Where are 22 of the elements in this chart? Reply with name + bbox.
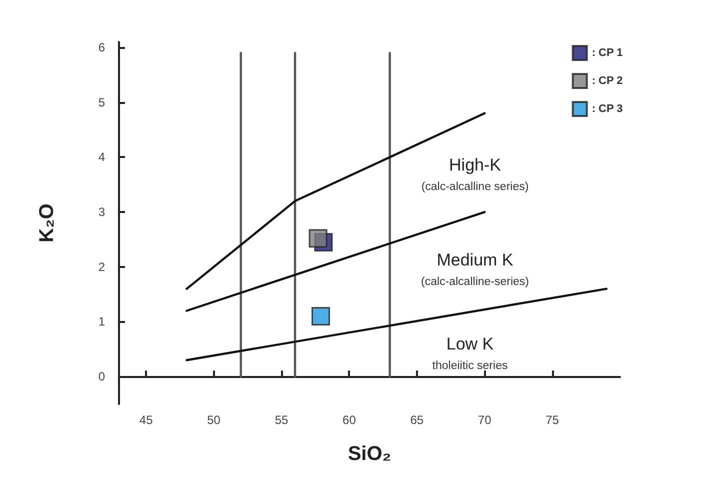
y-tick-label: 3 [98, 205, 106, 220]
y-tick-label: 6 [98, 40, 106, 54]
x-tick-label: 75 [546, 413, 560, 427]
y-tick-label: 4 [98, 150, 106, 164]
x-tick-label: 60 [342, 413, 356, 427]
x-axis-title: SiO₂ [348, 443, 392, 465]
legend-label: : CP 2 [592, 75, 623, 87]
x-tick-label: 45 [139, 413, 154, 427]
y-axis-title: K₂O [36, 204, 58, 242]
x-tick-label: 70 [478, 413, 492, 427]
y-tick-label: 5 [98, 95, 106, 110]
annotation: High-K (calc-alcalline series) [421, 156, 529, 193]
annotation: Medium K (calc-alcalline-series) [421, 250, 530, 288]
annotation: Low K tholeiitic series [432, 334, 508, 372]
x-tick-label: 65 [410, 413, 424, 427]
y-tick-label: 0 [98, 370, 106, 384]
legend-label: : CP 1 [592, 47, 623, 59]
y-tick-label: 1 [98, 314, 106, 329]
x-tick-label: 50 [207, 413, 221, 427]
y-tick-label: 2 [98, 260, 106, 274]
legend-label: : CP 3 [592, 103, 623, 115]
x-tick-label: 55 [274, 413, 288, 427]
